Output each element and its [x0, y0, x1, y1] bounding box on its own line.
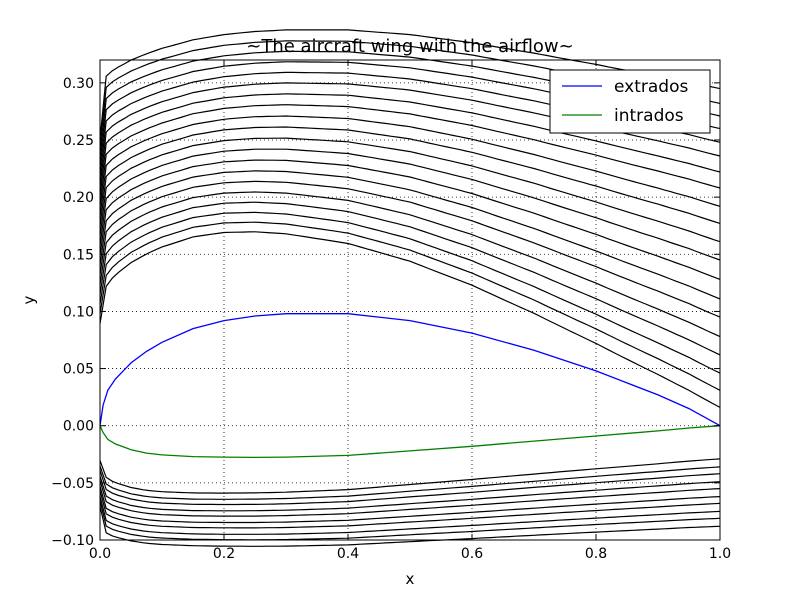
y-tick-label-6: 0.20	[63, 190, 94, 206]
x-tick-label-0: 0.0	[89, 546, 111, 562]
streamline-upper-17	[99, 211, 721, 374]
streamline-upper-18	[99, 221, 721, 391]
y-tick-label-4: 0.10	[63, 304, 94, 320]
axis-ticks: 0.0 0.2 0.4 0.6 0.8 1.0 −0.10 −0.05 0.00 0.05 0.10…	[51, 60, 731, 562]
plot-frame	[99, 59, 721, 541]
streamline-upper-8	[99, 115, 721, 217]
streamline-lower-1	[99, 500, 721, 541]
y-tick-label-0: −0.10	[51, 533, 94, 549]
y-tick-label-7: 0.25	[63, 133, 94, 149]
legend-box	[549, 69, 711, 134]
series-lines	[99, 313, 721, 459]
y-tick-label-1: −0.05	[51, 476, 94, 492]
y-tick-label-2: 0.00	[63, 419, 94, 435]
streamline-upper-13	[99, 170, 721, 300]
series-line-intrados	[99, 425, 721, 459]
streamline-upper-6	[99, 93, 721, 198]
y-tick-label-8: 0.30	[63, 76, 94, 92]
x-axis-label: x	[406, 570, 415, 588]
streamline-upper-10	[99, 137, 721, 243]
legend-label-intrados: intrados	[614, 106, 684, 126]
legend: extrados intrados	[549, 69, 711, 134]
streamline-lower-3	[99, 490, 721, 529]
x-tick-label-4: 0.8	[585, 546, 607, 562]
y-axis-label: y	[20, 295, 38, 304]
streamline-upper-11	[99, 148, 721, 261]
streamline-upper-7	[99, 104, 721, 208]
streamline-upper-9	[99, 126, 721, 227]
x-tick-label-3: 0.6	[461, 546, 483, 562]
streamline-upper-12	[99, 159, 721, 280]
x-tick-label-2: 0.4	[337, 546, 359, 562]
series-line-extrados	[99, 313, 721, 427]
streamline-upper-16	[99, 201, 721, 356]
legend-label-extrados: extrados	[614, 77, 688, 97]
x-tick-label-1: 0.2	[213, 546, 235, 562]
streamline-upper-19	[99, 231, 721, 408]
streamline-lower-6	[99, 475, 721, 512]
streamline-upper-15	[99, 191, 721, 338]
y-tick-label-3: 0.05	[63, 362, 94, 378]
streamline-upper-14	[99, 180, 721, 318]
streamline-lower-8	[99, 465, 721, 500]
streamline-lower-4	[99, 485, 721, 524]
streamline-upper-0	[99, 29, 721, 140]
streamline-lower-5	[99, 480, 721, 517]
streamline-lower-9	[99, 458, 721, 494]
y-tick-label-5: 0.15	[63, 247, 94, 263]
x-tick-label-5: 1.0	[709, 546, 731, 562]
streamline-lower-7	[99, 470, 721, 506]
streamline-lower-2	[99, 495, 721, 535]
streamline-lower-0	[99, 506, 721, 547]
